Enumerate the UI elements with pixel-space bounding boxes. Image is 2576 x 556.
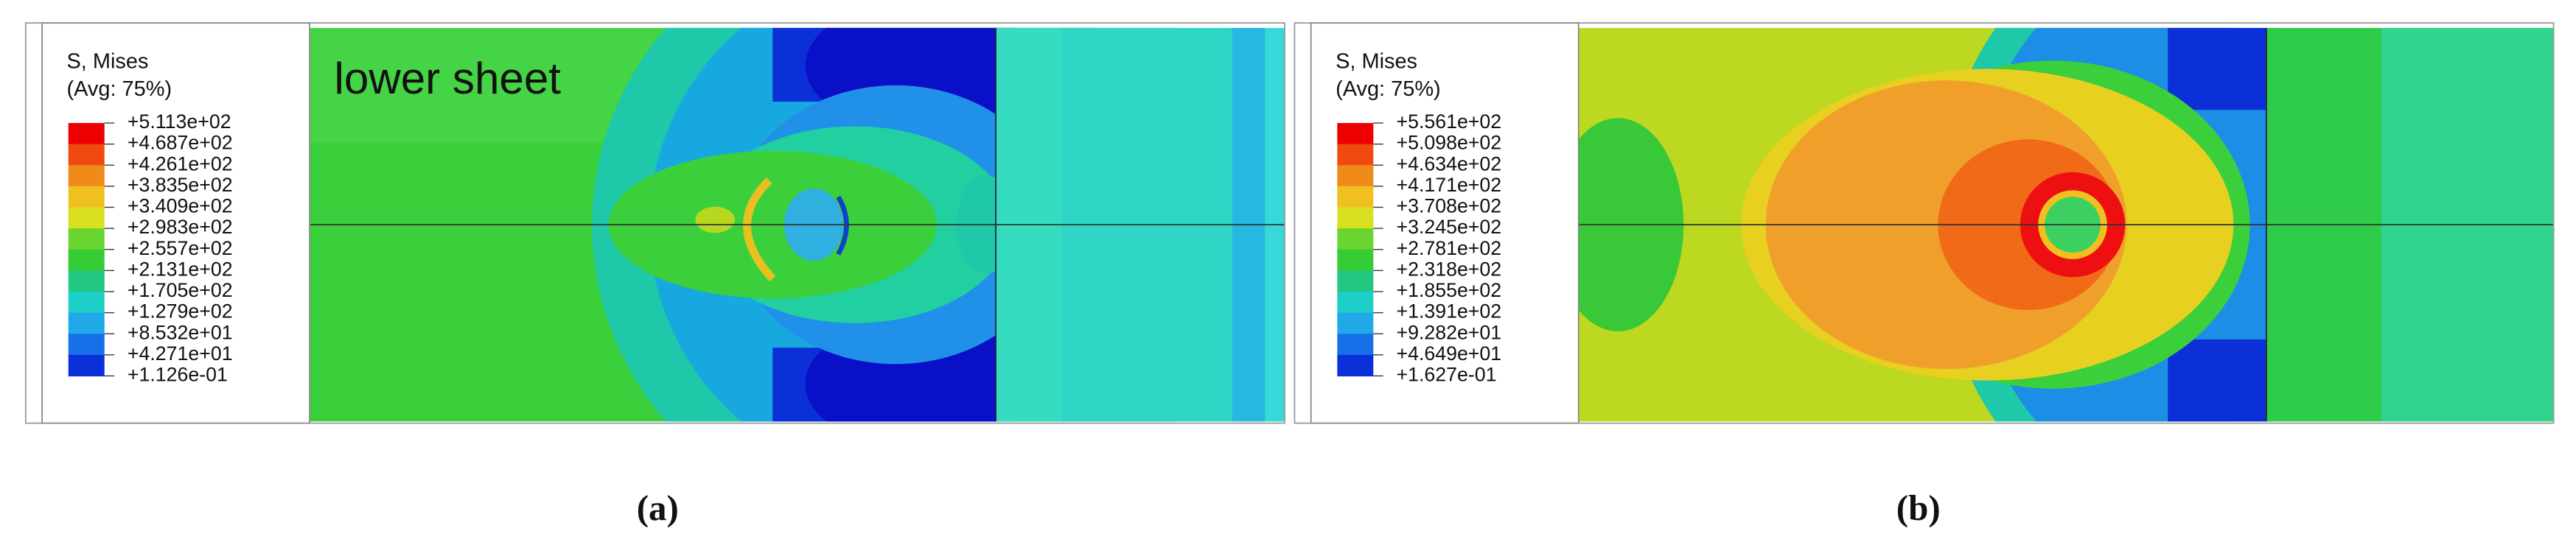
legend-label: +3.708e+02 bbox=[1396, 195, 1501, 217]
legend-title: S, Mises bbox=[67, 49, 149, 73]
legend-label: +4.271e+01 bbox=[128, 342, 233, 365]
legend-label: +1.126e-01 bbox=[128, 364, 228, 386]
legend-swatch bbox=[1337, 207, 1374, 229]
legend-swatch bbox=[1337, 312, 1374, 334]
legend-swatch bbox=[68, 123, 105, 145]
legend-swatch bbox=[1337, 354, 1374, 377]
legend-swatch bbox=[1337, 165, 1374, 187]
legend-label: +8.532e+01 bbox=[128, 321, 233, 343]
legend-swatch bbox=[1337, 228, 1374, 250]
legend-swatch bbox=[68, 249, 105, 272]
legend-swatch bbox=[1337, 123, 1374, 145]
legend-swatch bbox=[1337, 334, 1374, 356]
legend-label: +5.113e+02 bbox=[128, 110, 231, 133]
legend-swatch bbox=[1337, 186, 1374, 208]
legend-label: +3.245e+02 bbox=[1396, 216, 1501, 238]
panel-frame bbox=[1294, 22, 2555, 424]
legend-label: +1.705e+02 bbox=[128, 279, 233, 301]
legend-swatch bbox=[1337, 291, 1374, 314]
legend-swatch bbox=[1337, 249, 1374, 272]
legend-swatch bbox=[68, 165, 105, 187]
annotation: lower sheet bbox=[335, 54, 562, 103]
legend-label: +4.261e+02 bbox=[128, 152, 233, 175]
legend-label: +4.649e+01 bbox=[1396, 342, 1501, 365]
legend-swatch bbox=[1337, 144, 1374, 166]
legend-label: +2.318e+02 bbox=[1396, 258, 1501, 280]
legend-swatch bbox=[68, 144, 105, 166]
legend-swatch bbox=[1337, 270, 1374, 292]
legend-swatch bbox=[68, 207, 105, 229]
legend-swatch bbox=[68, 354, 105, 377]
legend-label: +3.835e+02 bbox=[128, 174, 233, 196]
panel-caption: (b) bbox=[1896, 488, 1941, 528]
legend-label: +2.131e+02 bbox=[128, 258, 233, 280]
legend-label: +4.634e+02 bbox=[1396, 152, 1501, 175]
legend-label: +3.409e+02 bbox=[128, 195, 233, 217]
legend-label: +5.098e+02 bbox=[1396, 132, 1501, 154]
legend-label: +9.282e+01 bbox=[1396, 321, 1501, 343]
panel-frame bbox=[24, 22, 1285, 424]
legend-swatch bbox=[68, 270, 105, 292]
legend-title: S, Mises bbox=[1336, 49, 1417, 73]
legend-swatch bbox=[68, 228, 105, 250]
legend-label: +1.279e+02 bbox=[128, 300, 233, 323]
contour-plot-a bbox=[310, 27, 1285, 422]
legend-label: +1.627e-01 bbox=[1396, 364, 1496, 386]
panel-caption: (a) bbox=[637, 488, 679, 528]
legend-label: +1.855e+02 bbox=[1396, 279, 1501, 301]
legend-label: +2.557e+02 bbox=[128, 237, 233, 259]
legend-subtitle: (Avg: 75%) bbox=[67, 77, 172, 101]
legend-label: +4.687e+02 bbox=[128, 132, 233, 154]
legend-swatch bbox=[68, 312, 105, 334]
legend-swatch bbox=[68, 186, 105, 208]
legend-label: +2.781e+02 bbox=[1396, 237, 1501, 259]
contour-plot-b bbox=[1577, 27, 2554, 422]
legend-label: +2.983e+02 bbox=[128, 216, 233, 238]
legend-label: +1.391e+02 bbox=[1396, 300, 1501, 323]
legend-swatch bbox=[68, 291, 105, 314]
legend-label: +5.561e+02 bbox=[1396, 110, 1501, 133]
legend-label: +4.171e+02 bbox=[1396, 174, 1501, 196]
legend-subtitle: (Avg: 75%) bbox=[1336, 77, 1441, 101]
legend-swatch bbox=[68, 334, 105, 356]
